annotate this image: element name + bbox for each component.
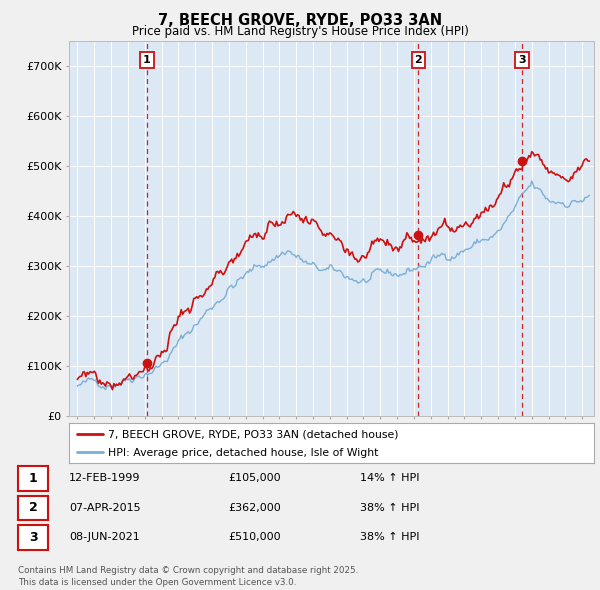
Text: 7, BEECH GROVE, RYDE, PO33 3AN: 7, BEECH GROVE, RYDE, PO33 3AN <box>158 13 442 28</box>
Text: Price paid vs. HM Land Registry's House Price Index (HPI): Price paid vs. HM Land Registry's House … <box>131 25 469 38</box>
Text: 07-APR-2015: 07-APR-2015 <box>69 503 140 513</box>
Text: 3: 3 <box>29 531 37 544</box>
Text: 38% ↑ HPI: 38% ↑ HPI <box>360 533 419 542</box>
Text: HPI: Average price, detached house, Isle of Wight: HPI: Average price, detached house, Isle… <box>109 448 379 458</box>
Text: £510,000: £510,000 <box>228 533 281 542</box>
Text: 14% ↑ HPI: 14% ↑ HPI <box>360 474 419 483</box>
Text: 1: 1 <box>29 472 37 485</box>
Text: £362,000: £362,000 <box>228 503 281 513</box>
Text: 08-JUN-2021: 08-JUN-2021 <box>69 533 140 542</box>
Text: 12-FEB-1999: 12-FEB-1999 <box>69 474 140 483</box>
Text: 3: 3 <box>518 55 526 65</box>
Text: 1: 1 <box>143 55 151 65</box>
Text: Contains HM Land Registry data © Crown copyright and database right 2025.
This d: Contains HM Land Registry data © Crown c… <box>18 566 358 587</box>
Text: 2: 2 <box>29 502 37 514</box>
Text: £105,000: £105,000 <box>228 474 281 483</box>
Text: 38% ↑ HPI: 38% ↑ HPI <box>360 503 419 513</box>
Text: 7, BEECH GROVE, RYDE, PO33 3AN (detached house): 7, BEECH GROVE, RYDE, PO33 3AN (detached… <box>109 430 399 440</box>
Text: 2: 2 <box>415 55 422 65</box>
